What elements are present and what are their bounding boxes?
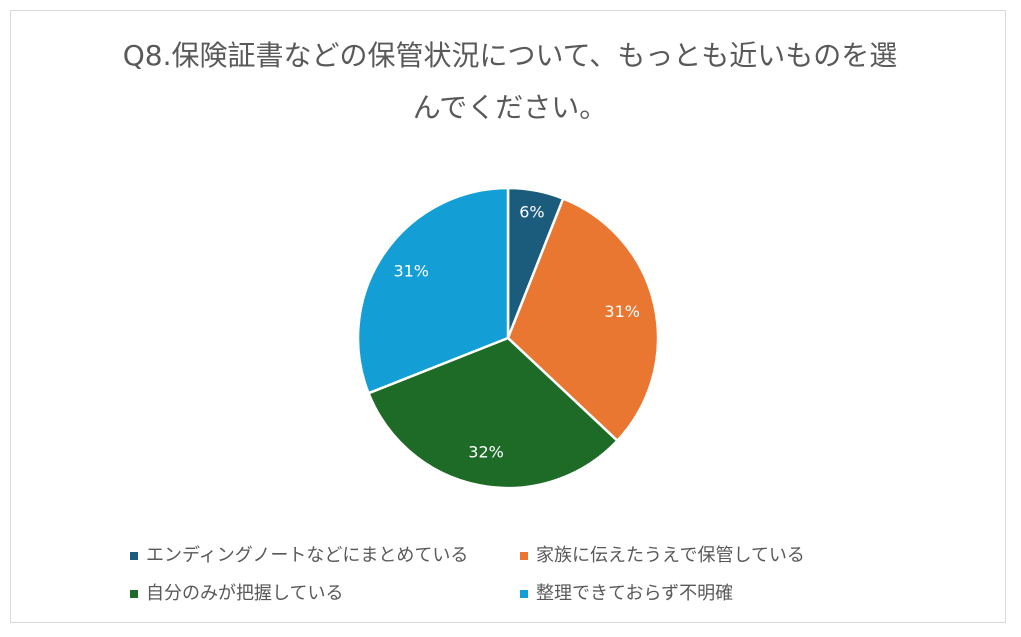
legend-label: エンディングノートなどにまとめている (146, 545, 468, 566)
pie-slice (366, 336, 620, 490)
legend-marker (520, 552, 528, 560)
legend-marker (520, 590, 528, 598)
pie-slice (506, 196, 660, 443)
legend-label: 家族に伝えたうえで保管している (536, 545, 805, 566)
legend-marker (130, 552, 138, 560)
legend-marker (130, 590, 138, 598)
chart-frame (10, 10, 1006, 623)
data-label: 32% (468, 442, 504, 461)
pie-slice (356, 186, 510, 395)
legend-label: 整理できておらず不明確 (536, 583, 733, 604)
data-label: 6% (519, 202, 544, 221)
chart-title: Q8.保険証書などの保管状況について、もっとも近いものを選んでください。 (122, 39, 898, 124)
data-label: 31% (393, 262, 429, 281)
data-label: 31% (604, 302, 640, 321)
legend-label: 自分のみが把握している (146, 583, 343, 604)
